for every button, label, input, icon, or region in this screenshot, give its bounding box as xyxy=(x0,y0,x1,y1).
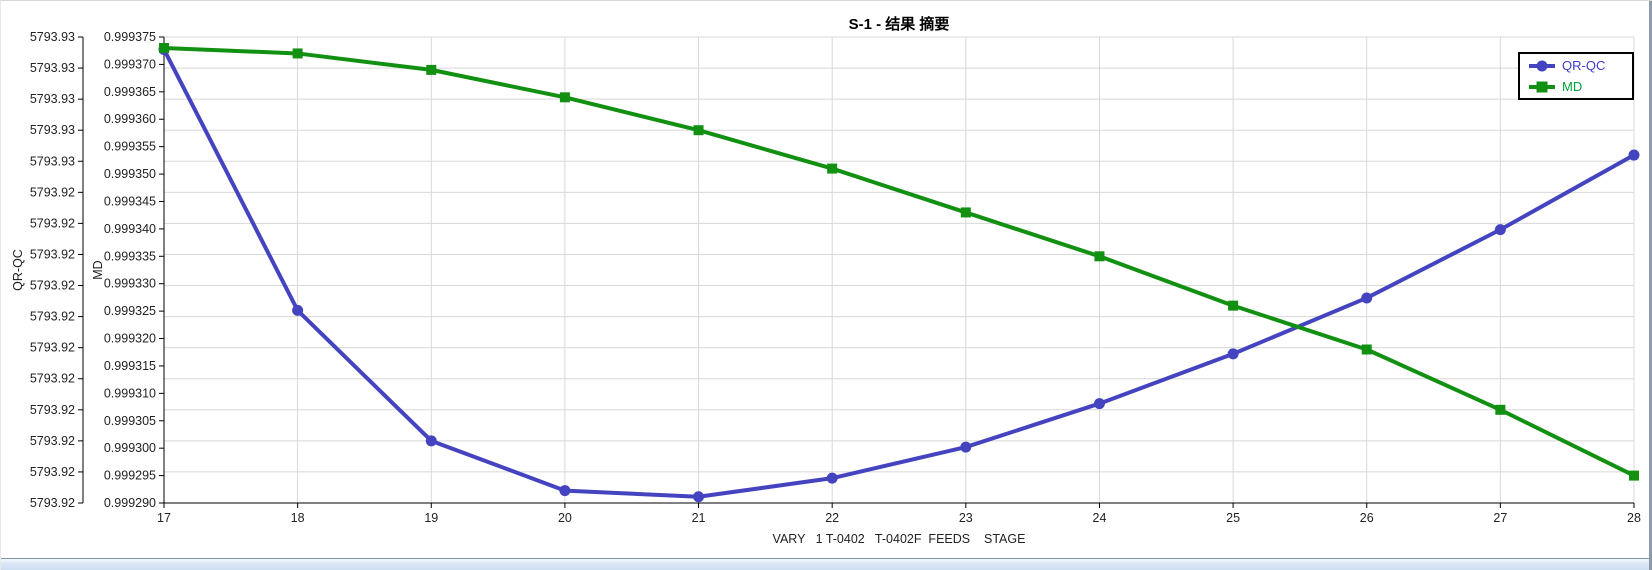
svg-text:17: 17 xyxy=(157,511,171,525)
svg-text:5793.92: 5793.92 xyxy=(30,310,75,324)
svg-text:0.999300: 0.999300 xyxy=(104,441,156,455)
legend-label: QR-QC xyxy=(1562,58,1606,73)
md-axis-ticks: 0.999375 0.999370 0.999365 0.999360 0.999355… xyxy=(104,30,164,510)
svg-text:5793.93: 5793.93 xyxy=(30,123,75,137)
svg-text:0.999375: 0.999375 xyxy=(104,30,156,44)
x-axis-ticks: 17 18 19 20 21 22 23 24 25 26 27 28 xyxy=(157,503,1641,525)
legend-label: MD xyxy=(1562,79,1583,94)
data-point-qr-qc[interactable] xyxy=(559,485,571,497)
svg-text:19: 19 xyxy=(424,511,438,525)
svg-text:5793.93: 5793.93 xyxy=(30,30,75,44)
legend-item-qr-qc[interactable]: QR-QC xyxy=(1529,57,1632,75)
gridlines xyxy=(164,36,1635,503)
svg-text:5793.92: 5793.92 xyxy=(30,465,75,479)
data-point-md[interactable] xyxy=(827,163,838,174)
square-marker-icon xyxy=(1529,81,1555,92)
svg-text:24: 24 xyxy=(1093,511,1107,525)
data-point-md[interactable] xyxy=(1361,344,1372,355)
data-point-qr-qc[interactable] xyxy=(826,472,838,484)
data-point-md[interactable] xyxy=(292,48,303,59)
data-point-qr-qc[interactable] xyxy=(960,441,972,453)
series-qr-qc xyxy=(158,43,1640,503)
circle-marker-icon xyxy=(1529,60,1555,71)
x-axis-title: VARY 1 T-0402 T-0402F FEEDS STAGE xyxy=(772,532,1026,546)
data-point-qr-qc[interactable] xyxy=(1494,224,1506,236)
svg-text:5793.92: 5793.92 xyxy=(30,341,75,355)
svg-text:5793.92: 5793.92 xyxy=(30,279,75,293)
axes xyxy=(82,37,1634,504)
svg-text:0.999325: 0.999325 xyxy=(104,304,156,318)
svg-text:0.999345: 0.999345 xyxy=(104,194,156,208)
chart-title: S-1 - 结果 摘要 xyxy=(848,16,950,33)
legend-item-md[interactable]: MD xyxy=(1529,78,1632,96)
data-point-qr-qc[interactable] xyxy=(425,435,437,447)
svg-text:5793.93: 5793.93 xyxy=(30,92,75,106)
svg-text:0.999340: 0.999340 xyxy=(104,222,156,236)
svg-text:22: 22 xyxy=(825,511,839,525)
svg-text:5793.92: 5793.92 xyxy=(30,496,75,510)
svg-text:0.999335: 0.999335 xyxy=(104,249,156,263)
data-point-md[interactable] xyxy=(159,42,169,53)
data-point-qr-qc[interactable] xyxy=(1361,292,1373,304)
svg-text:0.999330: 0.999330 xyxy=(104,277,156,291)
svg-text:0.999310: 0.999310 xyxy=(104,386,156,400)
svg-text:5793.92: 5793.92 xyxy=(30,247,75,261)
svg-text:5793.93: 5793.93 xyxy=(30,154,75,168)
svg-text:25: 25 xyxy=(1226,511,1240,525)
series-line-qr-qc xyxy=(162,48,1635,499)
svg-text:0.999320: 0.999320 xyxy=(104,332,156,346)
data-point-md[interactable] xyxy=(559,92,570,103)
svg-text:23: 23 xyxy=(959,511,973,525)
svg-text:26: 26 xyxy=(1360,511,1374,525)
left-axis-ticks: 5793.93 5793.93 5793.93 5793.93 5793.93 5793.… xyxy=(30,30,83,510)
data-point-md[interactable] xyxy=(960,207,971,218)
data-point-qr-qc[interactable] xyxy=(292,304,304,316)
data-point-md[interactable] xyxy=(1495,404,1506,415)
data-point-qr-qc[interactable] xyxy=(1227,348,1239,360)
data-point-md[interactable] xyxy=(693,125,704,136)
svg-text:21: 21 xyxy=(692,511,706,525)
svg-text:0.999365: 0.999365 xyxy=(104,85,156,99)
svg-text:0.999350: 0.999350 xyxy=(104,167,156,181)
svg-text:5793.92: 5793.92 xyxy=(30,372,75,386)
left-axis-title: QR-QC xyxy=(11,249,25,291)
svg-text:5793.92: 5793.92 xyxy=(30,403,75,417)
svg-text:0.999295: 0.999295 xyxy=(104,469,156,483)
svg-text:18: 18 xyxy=(291,511,305,525)
legend: QR-QC MD xyxy=(1518,52,1634,100)
svg-text:5793.92: 5793.92 xyxy=(30,434,75,448)
svg-text:0.999315: 0.999315 xyxy=(104,359,156,373)
svg-text:0.999370: 0.999370 xyxy=(104,57,156,71)
svg-text:0.999355: 0.999355 xyxy=(104,140,156,154)
series-md xyxy=(159,42,1639,481)
svg-text:0.999360: 0.999360 xyxy=(104,112,156,126)
svg-text:0.999290: 0.999290 xyxy=(104,496,156,510)
svg-text:5793.92: 5793.92 xyxy=(30,216,75,230)
svg-text:27: 27 xyxy=(1493,511,1507,525)
svg-text:28: 28 xyxy=(1627,511,1641,525)
svg-text:0.999305: 0.999305 xyxy=(104,414,156,428)
data-point-qr-qc[interactable] xyxy=(693,491,705,503)
data-point-md[interactable] xyxy=(1629,470,1639,481)
svg-text:5793.93: 5793.93 xyxy=(30,61,75,75)
svg-text:5793.92: 5793.92 xyxy=(30,185,75,199)
bottom-scrollbar[interactable] xyxy=(1,558,1650,570)
plot-canvas[interactable]: 5793.93 5793.93 5793.93 5793.93 5793.93 5793.… xyxy=(1,1,1650,557)
data-point-md[interactable] xyxy=(1094,251,1105,262)
data-point-qr-qc[interactable] xyxy=(1093,398,1105,410)
series-line-md xyxy=(163,45,1635,478)
svg-text:20: 20 xyxy=(558,511,572,525)
md-axis-title: MD xyxy=(91,260,105,280)
window-right-border xyxy=(1649,1,1652,570)
data-point-qr-qc[interactable] xyxy=(1628,149,1640,161)
data-point-md[interactable] xyxy=(426,64,437,75)
data-point-md[interactable] xyxy=(1228,300,1239,311)
